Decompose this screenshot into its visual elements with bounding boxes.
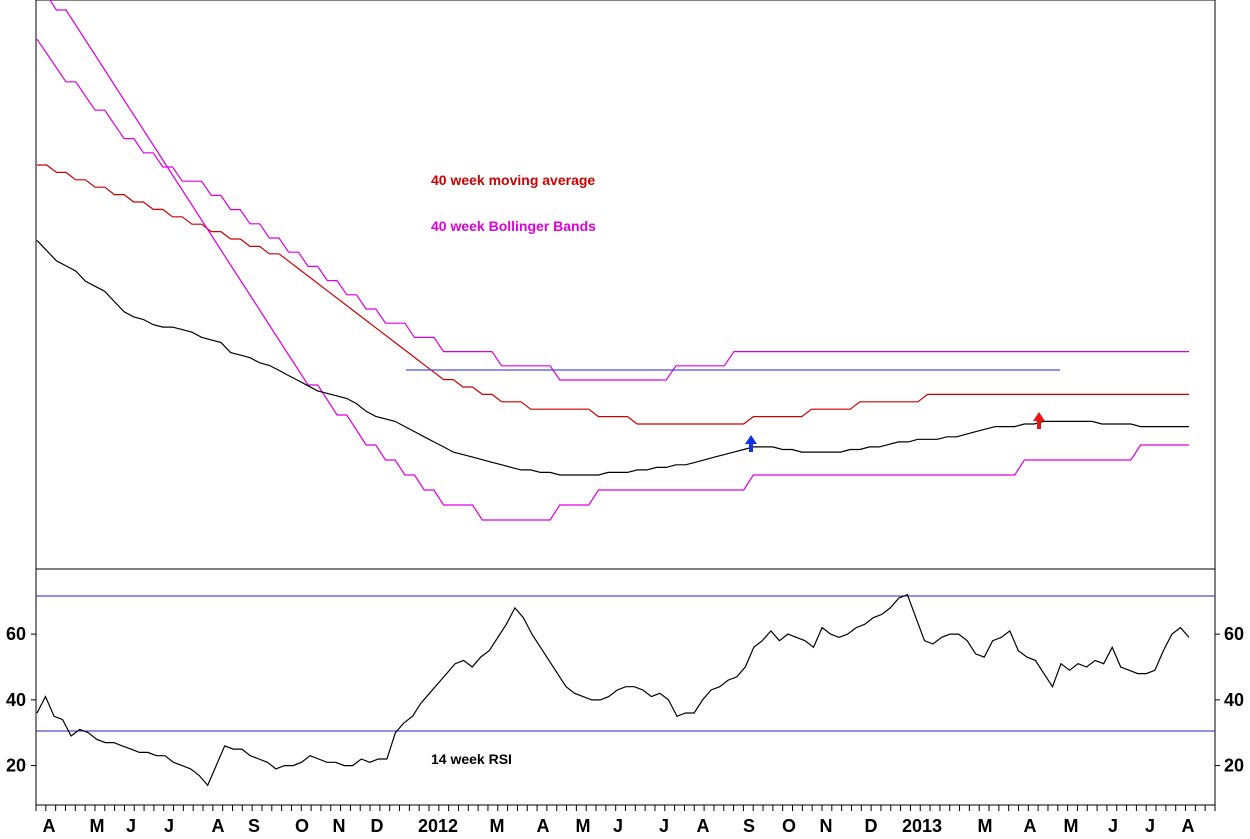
x-tick-label: N: [333, 816, 346, 834]
moving-average-label: 40 week moving average: [431, 172, 595, 188]
x-tick-label: N: [820, 816, 833, 834]
price-line: [36, 239, 1189, 476]
x-tick-label: J: [164, 816, 174, 834]
x-tick-label: J: [1108, 816, 1118, 834]
x-tick-label: A: [212, 816, 225, 834]
rsi-tick-label-right: 20: [1224, 756, 1244, 776]
rsi-tick-label-left: 60: [6, 624, 26, 644]
moving-average-line: [37, 164, 1189, 425]
rsi-y-axis: 60 60 40 40 20 20: [6, 624, 1244, 775]
x-tick-label: 2013: [902, 816, 942, 834]
rsi-tick-label-left: 20: [6, 756, 26, 776]
rsi-tick-label-right: 60: [1224, 624, 1244, 644]
x-tick-label: A: [697, 816, 710, 834]
x-tick-label: M: [576, 816, 591, 834]
x-tick-label: O: [782, 816, 796, 834]
blue-up-arrow-icon: [745, 435, 757, 452]
red-up-arrow-icon: [1033, 412, 1045, 429]
x-tick-label: A: [1182, 816, 1195, 834]
x-tick-label: J: [659, 816, 669, 834]
x-tick-label: M: [978, 816, 993, 834]
x-tick-label: O: [295, 816, 309, 834]
x-tick-label: A: [1024, 816, 1037, 834]
bollinger-lower-line: [49, 0, 1189, 521]
x-tick-label: D: [865, 816, 878, 834]
x-tick-label: A: [43, 816, 56, 834]
x-tick-label: M: [490, 816, 505, 834]
x-tick-label: A: [537, 816, 550, 834]
x-tick-label: S: [248, 816, 260, 834]
x-tick-label: J: [126, 816, 136, 834]
bollinger-upper-line: [36, 38, 1189, 381]
x-tick-label: J: [613, 816, 623, 834]
x-tick-label: J: [1145, 816, 1155, 834]
price-panel-border: [35, 0, 1216, 570]
price-panel: [36, 0, 1189, 521]
x-tick-label: S: [743, 816, 755, 834]
rsi-tick-label-right: 40: [1224, 690, 1244, 710]
rsi-title: 14 week RSI: [431, 751, 512, 767]
chart-frame: [35, 0, 1216, 806]
rsi-tick-label-left: 40: [6, 690, 26, 710]
x-tick-label: M: [1064, 816, 1079, 834]
rsi-panel: 14 week RSI: [36, 593, 1215, 787]
x-tick-label: M: [90, 816, 105, 834]
bollinger-bands-label: 40 week Bollinger Bands: [431, 218, 596, 234]
price-annotations: 40 week moving average 40 week Bollinger…: [406, 172, 1060, 452]
x-tick-label: 2012: [418, 816, 458, 834]
x-axis: A M J J A S O N D 2012 M A M J J A S O N D 2013 M A M J J A: [35, 804, 1216, 836]
rsi-line: [36, 593, 1190, 787]
x-tick-label: D: [371, 816, 384, 834]
